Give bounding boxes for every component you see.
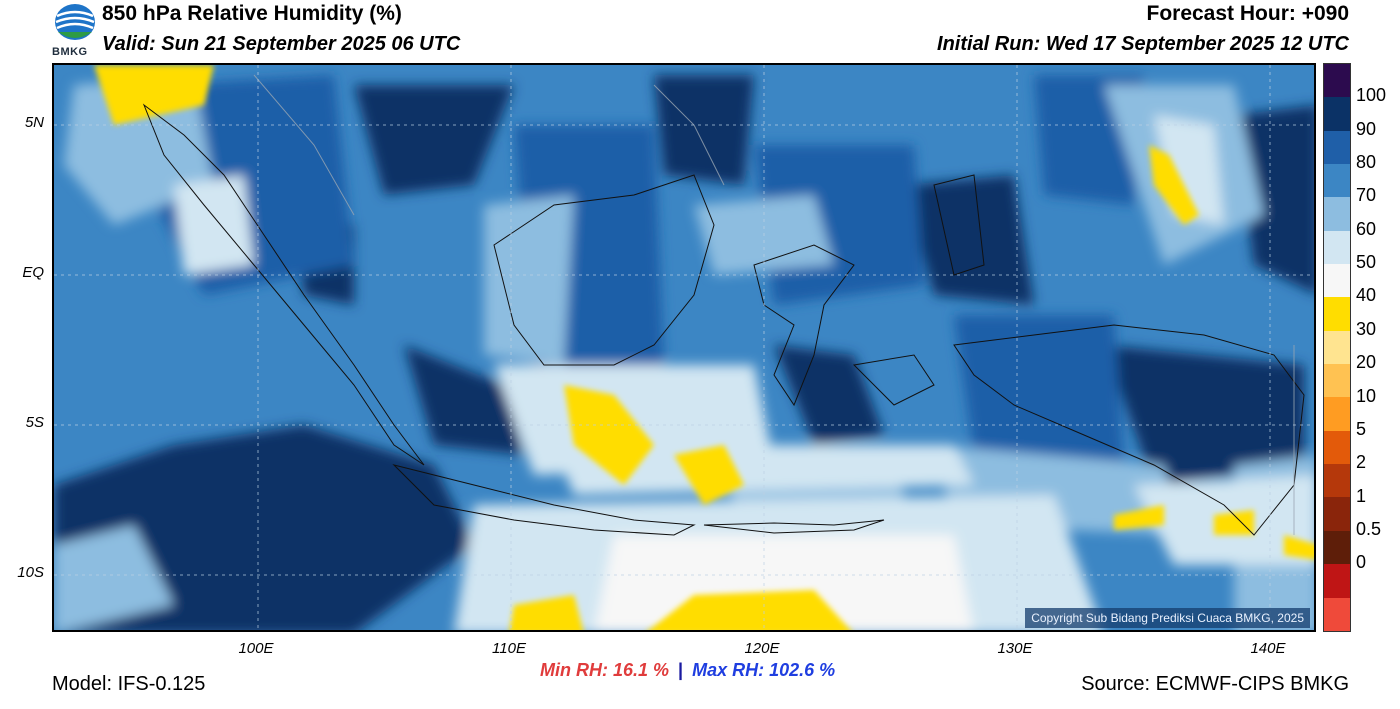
colorbar-label: 30	[1356, 318, 1377, 339]
colorbar-label: 0.5	[1356, 518, 1382, 539]
colorbar-segment	[1324, 464, 1350, 498]
colorbar-segment	[1324, 597, 1350, 631]
lon-label-140e: 140E	[1250, 640, 1286, 657]
colorbar-label: 70	[1356, 185, 1377, 206]
colorbar-label: 1	[1356, 485, 1367, 506]
rh-extremes: Min RH: 16.1 % | Max RH: 102.6 %	[540, 660, 835, 681]
colorbar-label: 20	[1356, 352, 1377, 373]
map-title: 850 hPa Relative Humidity (%)	[102, 2, 402, 25]
colorbar-label: 2	[1356, 452, 1367, 473]
colorbar-segment	[1324, 364, 1350, 398]
colorbar-label: 5	[1356, 418, 1367, 439]
humidity-map: Copyright Sub Bidang Prediksi Cuaca BMKG…	[52, 63, 1316, 632]
colorbar-segment	[1324, 230, 1350, 265]
humidity-blobs	[54, 75, 1314, 630]
model-label: Model: IFS-0.125	[52, 673, 206, 695]
colorbar-segment	[1324, 564, 1350, 598]
colorbar-label: 50	[1356, 252, 1377, 273]
bmkg-logo	[55, 4, 95, 40]
colorbar-label: 0	[1356, 552, 1367, 573]
colorbar-segment	[1324, 497, 1350, 531]
rh-separator: |	[678, 660, 684, 680]
source-label: Source: ECMWF-CIPS BMKG	[1081, 673, 1349, 695]
lat-label-5s: 5S	[25, 414, 44, 431]
lon-label-130e: 130E	[997, 640, 1033, 657]
colorbar-segment	[1324, 264, 1350, 298]
colorbar-segment	[1324, 97, 1350, 131]
colorbar-label: 60	[1356, 218, 1377, 239]
valid-time: Valid: Sun 21 September 2025 06 UTC	[102, 33, 461, 55]
lat-label-eq: EQ	[22, 264, 44, 281]
colorbar-label: 100	[1356, 85, 1387, 106]
colorbar-segment	[1324, 164, 1350, 198]
map-field	[54, 65, 1314, 630]
colorbar-segment	[1324, 430, 1350, 465]
logo-text: BMKG	[52, 46, 88, 58]
dry-yellow-zones	[94, 65, 1314, 630]
colorbar-segment	[1324, 330, 1350, 365]
initial-run: Initial Run: Wed 17 September 2025 12 UT…	[937, 33, 1349, 55]
lat-label-10s: 10S	[17, 564, 44, 581]
colorbar-segment	[1324, 197, 1350, 231]
colorbar-label: 10	[1356, 385, 1377, 406]
max-rh: Max RH: 102.6 %	[692, 660, 836, 680]
forecast-hour: Forecast Hour: +090	[1146, 2, 1350, 25]
colorbar-label: 90	[1356, 118, 1377, 139]
colorbar	[1323, 63, 1351, 632]
gridlines	[54, 65, 1314, 630]
colorbar-segment	[1324, 130, 1350, 165]
lat-label-5n: 5N	[24, 114, 44, 131]
lon-label-120e: 120E	[744, 640, 780, 657]
colorbar-segment	[1324, 64, 1350, 98]
colorbar-segment	[1324, 530, 1350, 565]
lon-label-110e: 110E	[492, 640, 526, 657]
colorbar-label: 80	[1356, 152, 1377, 173]
colorbar-segment	[1324, 297, 1350, 331]
lon-label-100e: 100E	[238, 640, 274, 657]
colorbar-segment	[1324, 397, 1350, 431]
coastlines	[142, 103, 1305, 536]
min-rh: Min RH: 16.1 %	[540, 660, 670, 680]
colorbar-label: 40	[1356, 285, 1377, 306]
copyright-note: Copyright Sub Bidang Prediksi Cuaca BMKG…	[1025, 608, 1310, 628]
